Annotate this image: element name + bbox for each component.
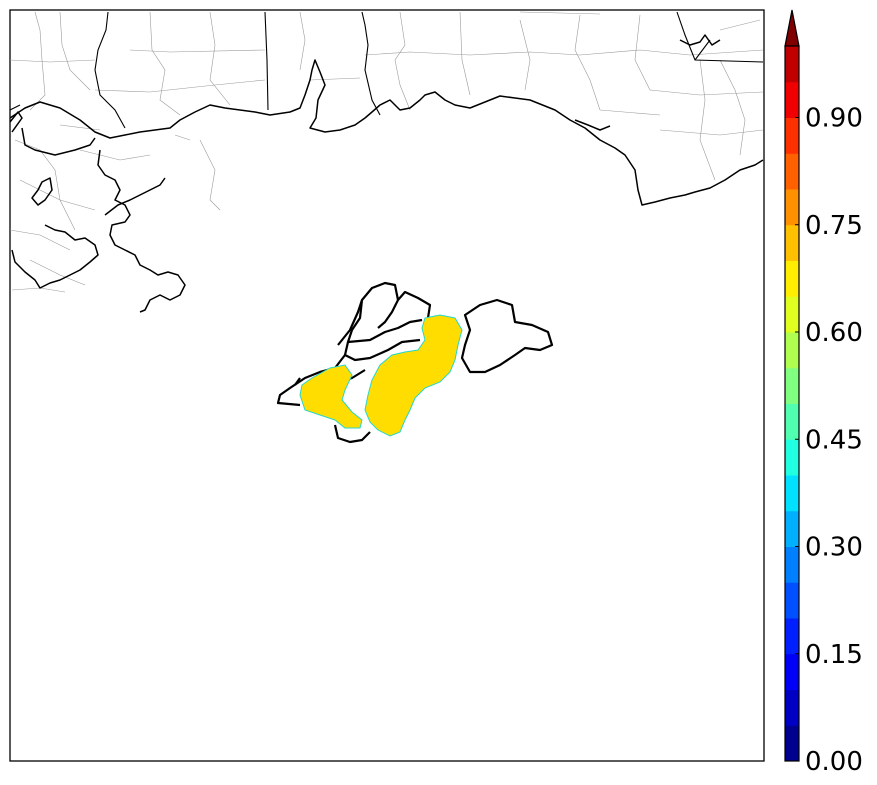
colorbar-swatches xyxy=(785,46,799,762)
colorbar-swatch xyxy=(785,725,799,762)
colorbar-tick-label: 0.15 xyxy=(805,640,863,670)
coastline xyxy=(9,34,764,313)
fill-region-west xyxy=(299,364,363,429)
colorbar-swatch xyxy=(785,260,799,297)
colorbar-swatch xyxy=(785,117,799,154)
colorbar-swatch xyxy=(785,510,799,547)
colorbar: 0.00 0.15 0.30 0.45 0.60 0.75 0.90 xyxy=(784,9,863,777)
colorbar-tick-label: 0.45 xyxy=(805,425,863,455)
contour-fill-regions xyxy=(299,314,463,437)
colorbar-ticks: 0.00 0.15 0.30 0.45 0.60 0.75 0.90 xyxy=(795,104,863,777)
colorbar-swatch xyxy=(785,367,799,404)
colorbar-swatch xyxy=(785,475,799,512)
colorbar-tick-label: 0.00 xyxy=(805,747,863,777)
colorbar-swatch xyxy=(785,46,799,83)
colorbar-swatch xyxy=(785,403,799,440)
colorbar-swatch xyxy=(785,439,799,476)
colorbar-swatch xyxy=(785,153,799,190)
colorbar-tick-label: 0.60 xyxy=(805,318,863,348)
colorbar-swatch xyxy=(785,296,799,333)
colorbar-tick-label: 0.90 xyxy=(805,104,863,134)
map-panel xyxy=(9,9,765,762)
colorbar-swatch xyxy=(785,546,799,583)
colorbar-tick-label: 0.75 xyxy=(805,211,863,241)
colorbar-swatch xyxy=(785,689,799,726)
colorbar-frame xyxy=(784,45,800,762)
state-boundaries xyxy=(9,11,764,129)
colorbar-swatch xyxy=(785,582,799,619)
colorbar-swatch xyxy=(785,618,799,655)
county-boundaries xyxy=(9,11,764,293)
colorbar-swatch xyxy=(785,653,799,690)
colorbar-extend-arrow xyxy=(784,9,800,47)
fill-region-east xyxy=(364,314,463,437)
colorbar-swatch xyxy=(785,81,799,118)
colorbar-swatch xyxy=(785,224,799,261)
colorbar-swatch xyxy=(785,332,799,369)
colorbar-swatch xyxy=(785,189,799,226)
colorbar-tick-label: 0.30 xyxy=(805,533,863,563)
